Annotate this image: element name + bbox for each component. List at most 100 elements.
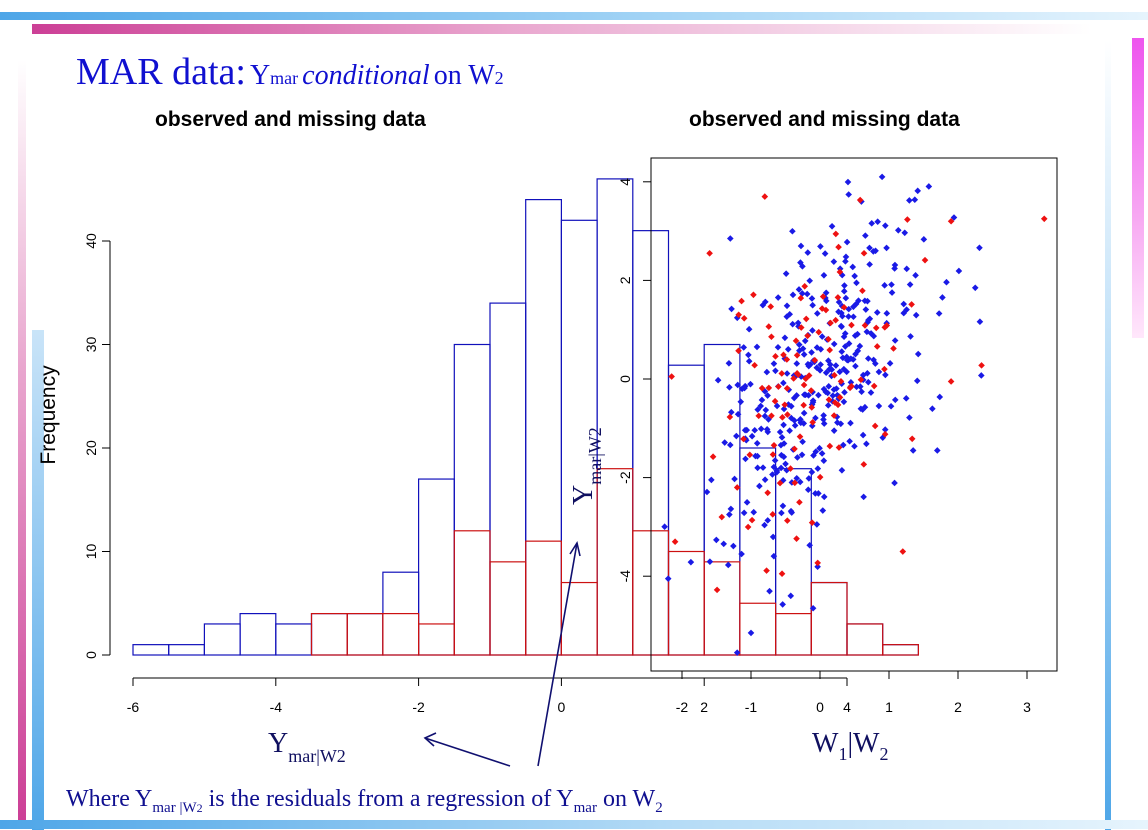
scatter-point-missing [830,412,838,419]
scatter-point-observed [787,507,795,515]
scatter-point-observed [861,403,869,411]
scatter-point-observed [909,447,917,454]
histogram-bar-total [882,644,920,656]
scatter-point-observed [887,402,895,410]
scatter-point-observed [934,447,941,454]
scatter-point-observed [895,226,902,234]
scatter-point-missing [783,356,791,363]
scatter-point-observed [886,360,894,367]
scatter-point-observed [841,282,848,289]
scatter-point-observed [813,344,821,351]
scatter-point-missing [808,404,816,411]
scatter-point-missing [899,548,907,555]
scatter-point-observed [713,536,720,544]
arrowhead-scatter [569,540,581,557]
scatter-point-missing [801,283,809,290]
scatter-point-observed [786,427,793,434]
scatter-point-missing [779,414,786,421]
scatter-point-missing [772,353,779,360]
histogram-bar-total [418,478,455,656]
histogram-x-tick-label: 4 [843,699,851,715]
scatter-point-observed [809,301,816,309]
scatter-point-missing [819,293,827,300]
scatter-point-missing [805,372,813,379]
scatter-point-missing [861,322,869,329]
scatter-point-missing [881,324,889,331]
scatter-point-observed [817,243,824,250]
scatter-point-observed [756,482,763,490]
scatter-point-observed [791,422,799,429]
scatter-point-observed [796,478,804,486]
scatter-point-observed [714,376,722,384]
scatter-point-observed [734,410,742,418]
scatter-point-observed [753,439,761,447]
scatter-point-observed [814,465,822,472]
scatter-point-observed [780,453,788,461]
scatter-point-observed [828,222,836,230]
histogram-x-tick-label: 0 [558,699,566,715]
scatter-point-observed [861,297,869,305]
scatter-point-observed [743,499,751,506]
scatter-point-observed [888,289,896,296]
scatter-point-missing [750,291,757,299]
scatter-point-observed [823,297,830,305]
histogram-bar-missing [382,612,420,656]
scatter-point-observed [740,509,748,517]
arrow-to-histogram-label [424,737,511,767]
scatter-point-missing [870,382,878,390]
scatter-point-missing [816,473,824,481]
histogram-bar-total [239,612,277,656]
scatter-point-observed [849,263,857,271]
scatter-point-observed [971,284,979,292]
scatter-point-observed [782,270,790,277]
scatter-point-missing [761,193,769,200]
scatter-point-observed [911,196,919,204]
scatter-point-missing [860,461,868,468]
scatter-point-observed [891,396,899,404]
scatter-point-missing [848,382,855,390]
scatter-point-observed [920,236,928,243]
scatter-point-observed [874,218,881,225]
scatter-point-observed [731,475,738,483]
scatter-point-observed [830,427,838,434]
scatter-point-observed [891,265,898,272]
histogram-x-axis-label: Ymar|W2 [268,728,346,766]
scatter-point-observed [853,383,860,391]
scatter-point-missing [835,444,843,451]
scatter-point-observed [856,383,864,390]
scatter-point-observed [806,541,813,549]
scatter-point-observed [764,392,771,399]
scatter-point-observed [863,328,871,336]
scatter-point-observed [866,244,873,252]
scatter-point-observed [820,457,828,465]
scatter-point-missing [783,385,791,392]
scatter-point-observed [867,389,875,396]
scatter-point-observed [805,392,812,399]
histogram-bar-missing [489,561,527,656]
scatter-point-observed [787,414,795,422]
scatter-point-missing [822,306,830,314]
scatter-point-missing [818,305,826,312]
scatter-point-observed [796,347,803,354]
scatter-point-observed [750,508,758,516]
scatter-point-observed [839,441,847,449]
scatter-x-tick-label: -1 [745,699,758,715]
scatter-point-observed [841,389,848,396]
scatter-point-missing [808,519,816,526]
scatter-point-missing [764,489,771,497]
scatter-point-observed [687,558,695,566]
bottom-decor-bar [0,820,1148,829]
scatter-point-observed [763,426,771,433]
scatter-point-observed [759,464,767,471]
scatter-point-missing [800,381,808,389]
scatter-point-observed [761,388,769,395]
scatter-point-observed [834,419,841,426]
histogram-y-tick-label: 40 [83,233,99,249]
scatter-point-observed [741,426,749,434]
scatter-point-missing [857,376,865,384]
scatter-point-observed [860,493,867,501]
scatter-point-missing [780,351,787,359]
histogram-bar-missing [739,602,777,656]
scatter-point-observed [843,356,851,364]
scatter-point-observed [906,281,914,288]
